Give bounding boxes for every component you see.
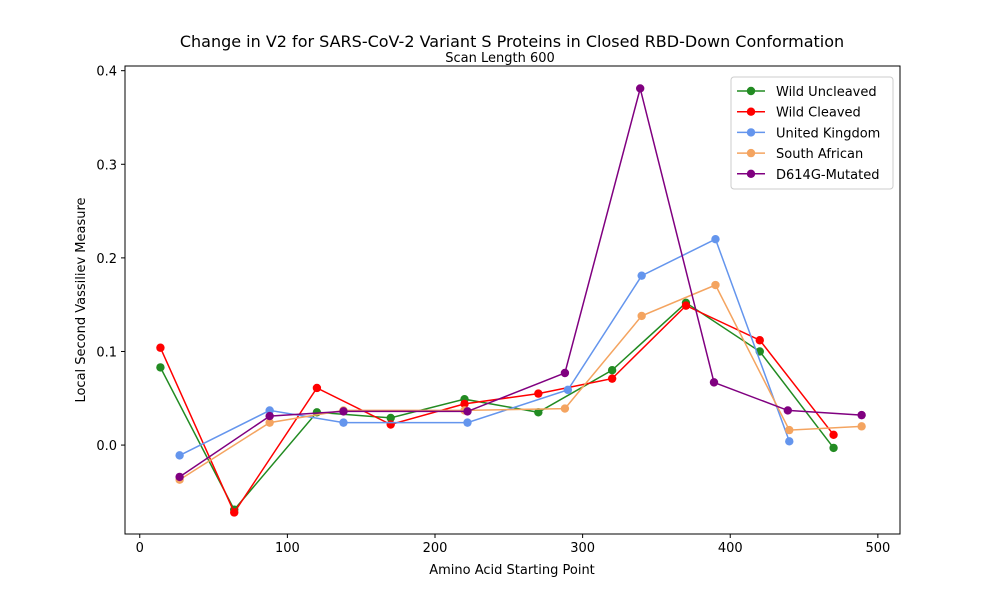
y-tick-label: 0.0 (96, 439, 117, 454)
data-point-wild-cleaved (386, 420, 395, 429)
series-line-wild-uncleaved (159, 301, 835, 512)
x-tick-label: 300 (570, 541, 595, 556)
legend-marker (746, 169, 756, 178)
data-point-united-kingdom (637, 271, 646, 280)
legend-label: Wild Uncleaved (776, 85, 877, 100)
data-point-d614g-mutated (709, 378, 719, 387)
ticks-layer: 0 100 200 300 400 500 0.0 0.1 0.2 0.3 0.4 (96, 65, 890, 556)
legend-label: United Kingdom (776, 126, 880, 141)
x-tick-label: 500 (865, 541, 890, 556)
legend-marker (746, 86, 756, 96)
series-line-united-kingdom (179, 238, 791, 457)
data-point-united-kingdom (463, 418, 472, 427)
series-line-wild-cleaved (159, 304, 835, 515)
data-point-south-african (857, 422, 866, 431)
data-point-south-african (785, 425, 794, 435)
y-tick-label: 0.4 (96, 65, 117, 80)
data-point-wild-cleaved (681, 301, 691, 310)
chart-subtitle: Scan Length 600 (445, 51, 555, 66)
legend-marker (746, 148, 756, 158)
data-point-d614g-mutated (635, 84, 645, 93)
data-point-wild-uncleaved (607, 366, 617, 375)
legend-label: South African (776, 147, 863, 162)
series-layer (156, 84, 866, 517)
chart-title: Change in V2 for SARS-CoV-2 Variant S Pr… (180, 32, 844, 51)
series-wild-cleaved (156, 301, 838, 517)
data-point-wild-cleaved (312, 383, 322, 393)
data-point-united-kingdom (175, 451, 184, 460)
legend-item-south-african: South African (737, 147, 863, 162)
x-tick-label: 400 (718, 541, 743, 556)
data-point-wild-uncleaved (386, 413, 395, 423)
legend-item-d614g-mutated: D614G-Mutated (737, 168, 879, 183)
data-point-united-kingdom (785, 437, 794, 446)
data-point-d614g-mutated (339, 407, 348, 416)
legend-marker (746, 128, 756, 137)
legend-label: D614G-Mutated (776, 168, 879, 183)
series-united-kingdom (175, 234, 794, 460)
data-point-south-african (265, 418, 274, 427)
data-point-d614g-mutated (175, 472, 184, 482)
x-tick-label: 200 (423, 541, 448, 556)
data-point-wild-cleaved (534, 389, 543, 398)
data-point-south-african (711, 280, 720, 290)
y-axis-label: Local Second Vassiliev Measure (74, 197, 89, 402)
data-point-wild-uncleaved (829, 443, 838, 453)
data-point-wild-cleaved (829, 430, 838, 439)
data-point-wild-cleaved (156, 343, 165, 352)
plot-frame (124, 65, 901, 535)
x-axis-label: Amino Acid Starting Point (429, 563, 595, 578)
legend-box (730, 76, 894, 190)
series-line-south-african (179, 284, 862, 481)
data-point-wild-uncleaved (156, 363, 165, 372)
y-tick-label: 0.3 (96, 158, 117, 173)
data-point-wild-cleaved (607, 374, 617, 383)
data-point-south-african (560, 404, 570, 413)
data-point-united-kingdom (339, 418, 348, 427)
legend-marker (746, 107, 756, 116)
data-point-wild-uncleaved (534, 408, 543, 417)
x-tick-label: 100 (275, 541, 300, 556)
series-wild-uncleaved (156, 298, 838, 514)
data-point-united-kingdom (563, 385, 573, 395)
legend-item-wild-uncleaved: Wild Uncleaved (737, 85, 877, 100)
data-point-d614g-mutated (265, 411, 274, 421)
data-point-d614g-mutated (857, 410, 866, 420)
data-point-wild-cleaved (230, 508, 239, 517)
series-d614g-mutated (175, 84, 866, 482)
y-tick-label: 0.1 (96, 345, 117, 360)
data-point-d614g-mutated (560, 368, 570, 378)
data-point-wild-cleaved (755, 336, 764, 345)
series-south-african (175, 280, 866, 484)
data-point-south-african (637, 311, 646, 321)
legend-item-united-kingdom: United Kingdom (737, 126, 880, 141)
x-tick-label: 0 (136, 541, 144, 556)
data-point-d614g-mutated (783, 406, 793, 415)
legend-label: Wild Cleaved (776, 106, 861, 121)
data-point-united-kingdom (711, 234, 720, 244)
data-point-wild-cleaved (460, 399, 469, 409)
data-point-d614g-mutated (463, 407, 472, 416)
legend-item-wild-cleaved: Wild Cleaved (737, 106, 861, 121)
legend: Wild Uncleaved Wild Cleaved United Kingdom… (730, 76, 894, 190)
y-tick-label: 0.2 (96, 252, 117, 267)
